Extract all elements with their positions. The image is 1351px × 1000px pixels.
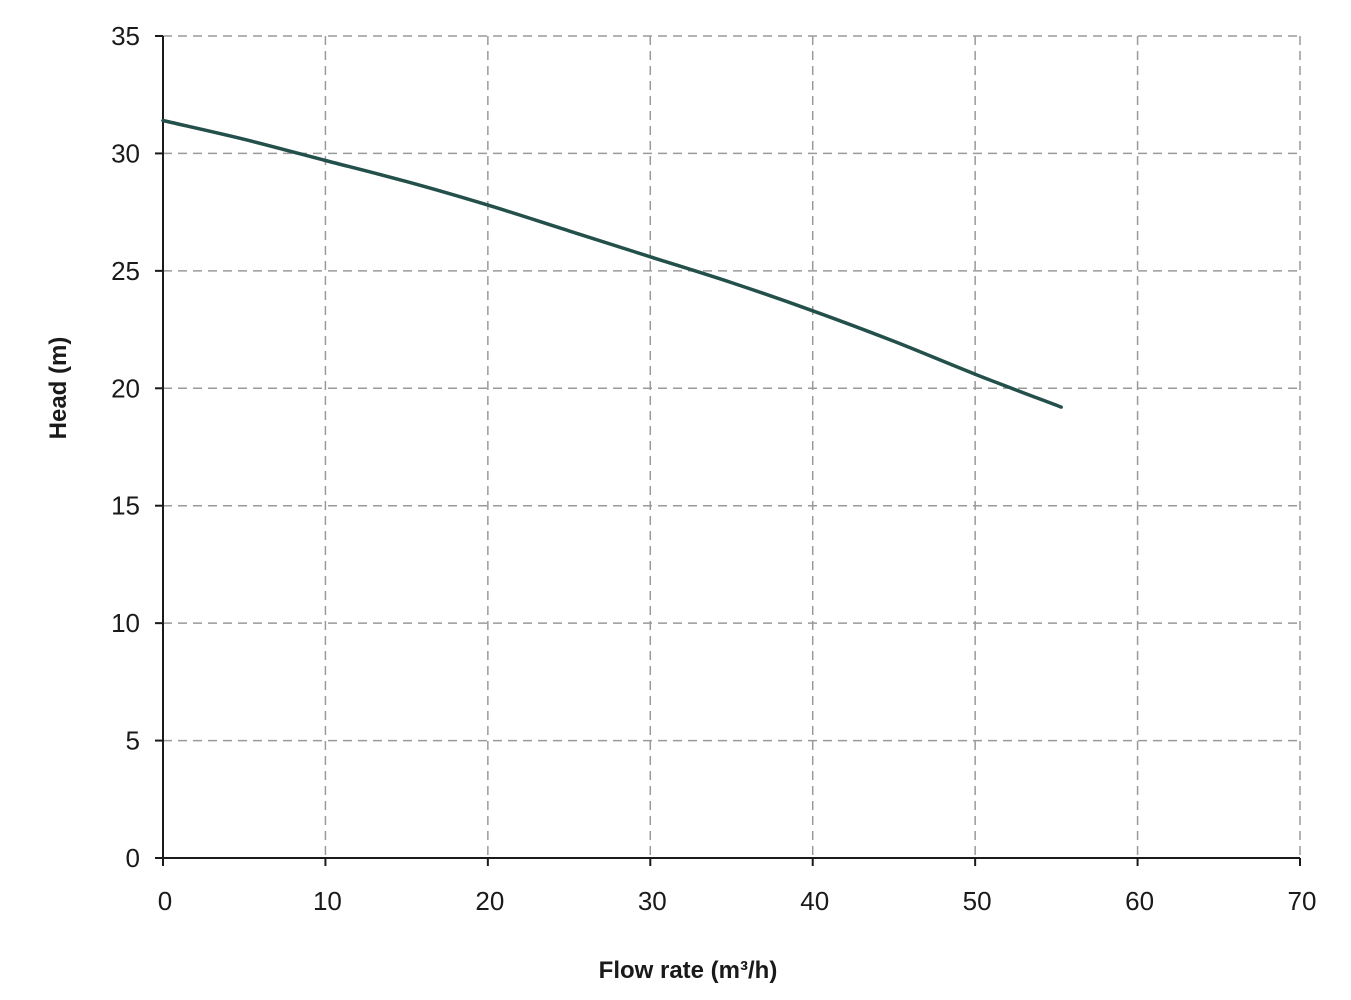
x-axis-ticks: 0 10 20 30 40 50 60 70: [158, 858, 1317, 916]
x-tick-label-3: 30: [638, 886, 667, 916]
x-tick-label-5: 50: [963, 886, 992, 916]
y-tick-label-4: 20: [111, 373, 140, 403]
x-tick-label-1: 10: [313, 886, 342, 916]
series-line-0: [161, 118, 1063, 409]
y-tick-label-2: 10: [111, 608, 140, 638]
x-tick-label-0: 0: [158, 886, 172, 916]
y-tick-label-0: 0: [126, 843, 140, 873]
y-tick-label-7: 35: [111, 21, 140, 51]
x-tick-label-6: 60: [1125, 886, 1154, 916]
y-axis-title: Head (m): [45, 337, 72, 440]
x-axis-title: Flow rate (m³/h): [599, 957, 778, 984]
grid-lines: [163, 35, 1301, 858]
y-tick-label-3: 15: [111, 491, 140, 521]
y-axis-ticks: 0 5 10 15 20 25 30 35: [111, 21, 163, 873]
y-tick-label-6: 30: [111, 138, 140, 168]
series-group: [161, 118, 1063, 409]
x-tick-label-7: 70: [1288, 886, 1317, 916]
y-tick-label-1: 5: [126, 726, 140, 756]
x-tick-label-2: 20: [475, 886, 504, 916]
x-tick-label-4: 40: [800, 886, 829, 916]
axes: [162, 36, 1300, 859]
y-tick-label-5: 25: [111, 256, 140, 286]
